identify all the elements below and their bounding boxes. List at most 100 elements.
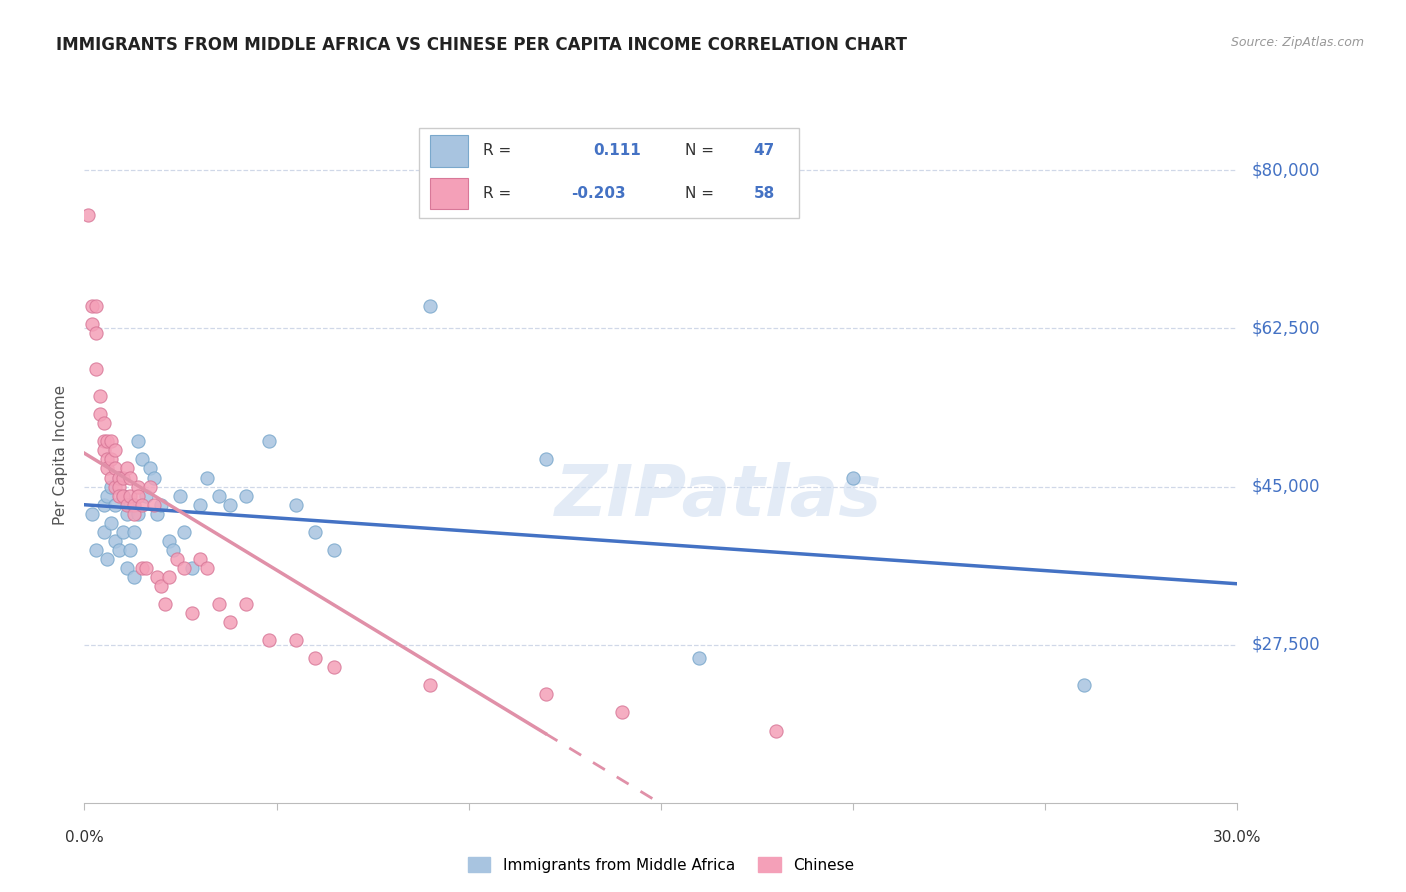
Point	[169, 489, 191, 503]
Point	[142, 498, 165, 512]
Point	[235, 489, 257, 503]
Text: 30.0%: 30.0%	[1213, 830, 1261, 845]
Point	[135, 489, 157, 503]
Point	[142, 470, 165, 484]
Point	[89, 407, 111, 421]
Point	[150, 498, 173, 512]
Point	[100, 452, 122, 467]
Point	[111, 524, 134, 539]
Point	[146, 570, 169, 584]
Point	[138, 461, 160, 475]
Point	[181, 606, 204, 620]
Point	[115, 498, 138, 512]
Point	[235, 597, 257, 611]
Point	[108, 479, 131, 493]
Point	[104, 498, 127, 512]
Point	[166, 551, 188, 566]
Text: $27,500: $27,500	[1251, 636, 1320, 654]
Point	[124, 498, 146, 512]
Point	[157, 533, 180, 548]
Point	[124, 570, 146, 584]
Point	[765, 723, 787, 738]
Point	[323, 660, 346, 674]
Point	[127, 479, 149, 493]
Point	[108, 470, 131, 484]
Text: Source: ZipAtlas.com: Source: ZipAtlas.com	[1230, 36, 1364, 49]
Point	[100, 479, 122, 493]
Point	[100, 516, 122, 530]
Point	[257, 633, 280, 648]
Point	[124, 524, 146, 539]
Text: $80,000: $80,000	[1251, 161, 1320, 179]
Point	[150, 579, 173, 593]
Point	[419, 678, 441, 692]
Point	[284, 633, 307, 648]
Point	[80, 507, 103, 521]
Point	[304, 524, 326, 539]
Point	[534, 452, 557, 467]
Point	[127, 489, 149, 503]
Point	[688, 651, 710, 665]
Text: IMMIGRANTS FROM MIDDLE AFRICA VS CHINESE PER CAPITA INCOME CORRELATION CHART: IMMIGRANTS FROM MIDDLE AFRICA VS CHINESE…	[56, 36, 907, 54]
Point	[96, 434, 118, 449]
Point	[284, 498, 307, 512]
Point	[304, 651, 326, 665]
Point	[96, 551, 118, 566]
Point	[111, 489, 134, 503]
Point	[93, 434, 115, 449]
Point	[115, 461, 138, 475]
Point	[84, 362, 107, 376]
Point	[93, 443, 115, 458]
Point	[93, 524, 115, 539]
Point	[208, 489, 231, 503]
Point	[104, 533, 127, 548]
Point	[195, 470, 218, 484]
Point	[93, 498, 115, 512]
Point	[111, 470, 134, 484]
Point	[80, 317, 103, 331]
Point	[120, 498, 142, 512]
Point	[138, 479, 160, 493]
Point	[104, 479, 127, 493]
Point	[96, 461, 118, 475]
Text: 0.0%: 0.0%	[65, 830, 104, 845]
Point	[127, 434, 149, 449]
Point	[146, 507, 169, 521]
Point	[162, 542, 184, 557]
Point	[534, 687, 557, 701]
Point	[80, 299, 103, 313]
Point	[131, 498, 153, 512]
Point	[111, 489, 134, 503]
Point	[104, 461, 127, 475]
Point	[120, 489, 142, 503]
Point	[173, 561, 195, 575]
Point	[115, 507, 138, 521]
Point	[84, 326, 107, 340]
Point	[219, 615, 242, 629]
Point	[96, 452, 118, 467]
Point	[127, 507, 149, 521]
Point	[208, 597, 231, 611]
Point	[77, 209, 100, 223]
Point	[219, 498, 242, 512]
Point	[96, 489, 118, 503]
Point	[108, 542, 131, 557]
Point	[108, 489, 131, 503]
Point	[157, 570, 180, 584]
Point	[120, 542, 142, 557]
Point	[195, 561, 218, 575]
Point	[124, 507, 146, 521]
Point	[131, 452, 153, 467]
Point	[108, 470, 131, 484]
Point	[173, 524, 195, 539]
Point	[181, 561, 204, 575]
Point	[842, 470, 865, 484]
Text: $45,000: $45,000	[1251, 477, 1320, 496]
Text: $62,500: $62,500	[1251, 319, 1320, 337]
Point	[131, 561, 153, 575]
Point	[115, 561, 138, 575]
Point	[89, 389, 111, 403]
Point	[93, 417, 115, 431]
Point	[84, 299, 107, 313]
Point	[323, 542, 346, 557]
